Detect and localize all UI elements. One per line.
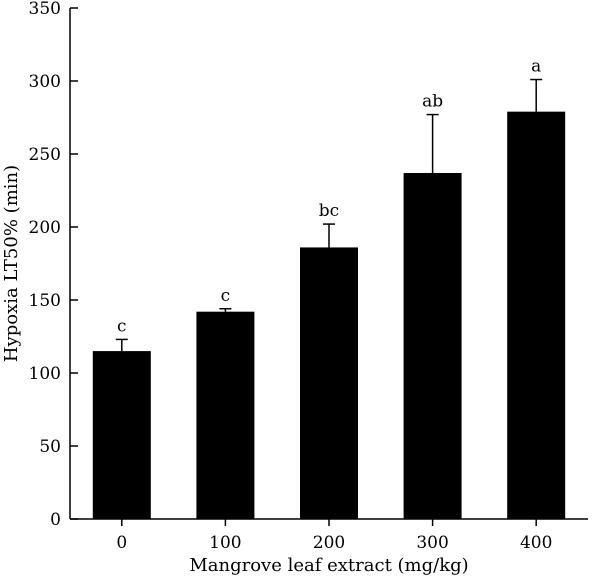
bar bbox=[403, 172, 462, 520]
x-tick-label: 300 bbox=[416, 533, 448, 553]
significance-label: bc bbox=[319, 201, 339, 221]
x-axis-ticks: 0 100 200 300 400 bbox=[116, 519, 552, 553]
bar bbox=[507, 111, 566, 519]
bar bbox=[196, 311, 255, 519]
y-tick-label: 150 bbox=[29, 291, 61, 311]
bar-series bbox=[92, 111, 566, 520]
bar bbox=[92, 351, 151, 519]
x-tick-label: 400 bbox=[520, 533, 552, 553]
y-tick-label: 350 bbox=[29, 0, 61, 19]
y-tick-label: 100 bbox=[29, 364, 61, 384]
significance-labels: c c bc ab a bbox=[117, 57, 541, 337]
y-tick-label: 50 bbox=[39, 437, 61, 457]
significance-label: ab bbox=[422, 92, 443, 112]
x-tick-label: 100 bbox=[209, 533, 241, 553]
significance-label: c bbox=[221, 286, 231, 306]
y-tick-label: 0 bbox=[50, 510, 61, 530]
bar bbox=[300, 247, 358, 519]
error-bars bbox=[115, 78, 543, 352]
y-axis-ticks: 0 50 100 150 200 250 300 350 bbox=[29, 0, 78, 530]
y-tick-label: 200 bbox=[29, 218, 61, 238]
y-axis-title: Hypoxia LT50% (min) bbox=[1, 165, 22, 362]
x-axis-title: Mangrove leaf extract (mg/kg) bbox=[189, 555, 468, 576]
y-tick-label: 300 bbox=[29, 72, 61, 92]
significance-label: c bbox=[117, 316, 127, 336]
x-tick-label: 0 bbox=[116, 533, 127, 553]
y-tick-label: 250 bbox=[29, 145, 61, 165]
x-tick-label: 200 bbox=[313, 533, 345, 553]
significance-label: a bbox=[531, 57, 541, 77]
